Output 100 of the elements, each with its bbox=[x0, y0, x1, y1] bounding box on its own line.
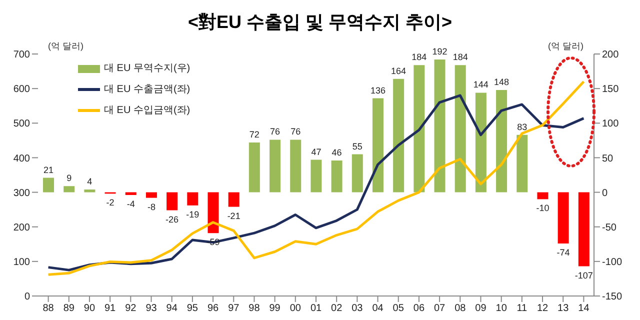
x-tick-label: 14 bbox=[578, 303, 590, 314]
data-label: 76 bbox=[290, 126, 301, 137]
y2-tick-label: 50 bbox=[602, 153, 614, 164]
y-tick-label: 0 bbox=[24, 292, 30, 303]
legend-label: 대 EU 수입금액(좌) bbox=[104, 104, 190, 118]
bar bbox=[187, 192, 198, 206]
bar bbox=[414, 65, 425, 192]
y-tick-label: 300 bbox=[13, 188, 30, 199]
x-tick-label: 06 bbox=[413, 303, 425, 314]
data-label: 148 bbox=[494, 76, 510, 87]
y-tick-label: 400 bbox=[13, 153, 30, 164]
data-label: 9 bbox=[66, 173, 72, 184]
bar bbox=[208, 192, 219, 234]
bar bbox=[475, 92, 486, 192]
data-label: 72 bbox=[249, 130, 260, 140]
y2-tick-label: -50 bbox=[602, 222, 617, 234]
chart-title: <對EU 수출입 및 무역수지 추이> bbox=[186, 11, 454, 34]
data-label: 184 bbox=[412, 52, 427, 62]
x-tick-label: 97 bbox=[228, 303, 240, 314]
data-label: -19 bbox=[186, 209, 200, 220]
x-tick-label: 89 bbox=[63, 303, 75, 314]
y-tick-label: 500 bbox=[13, 118, 30, 130]
data-label: 192 bbox=[432, 46, 448, 57]
data-label: -2 bbox=[106, 198, 114, 208]
data-label: 76 bbox=[270, 126, 280, 137]
bar bbox=[578, 192, 590, 266]
x-tick-label: 03 bbox=[352, 303, 364, 314]
x-tick-label: 99 bbox=[269, 303, 281, 314]
x-tick-label: 08 bbox=[454, 303, 466, 314]
y-tick-label: 200 bbox=[13, 222, 30, 234]
y-tick-label: 100 bbox=[13, 256, 30, 268]
x-tick-label: 12 bbox=[536, 303, 549, 314]
x-tick-label: 02 bbox=[331, 303, 343, 314]
bar bbox=[125, 192, 136, 196]
bar bbox=[496, 90, 508, 192]
x-tick-label: 01 bbox=[310, 303, 322, 314]
x-tick-label: 07 bbox=[434, 303, 446, 314]
text: (억 달러) bbox=[48, 40, 84, 53]
y-tick-label: 700 bbox=[13, 50, 30, 61]
y-tick-label: 600 bbox=[13, 84, 30, 96]
bar bbox=[43, 178, 54, 192]
bar bbox=[558, 192, 569, 244]
data-label: -26 bbox=[166, 214, 179, 224]
x-tick-label: 04 bbox=[372, 303, 384, 314]
data-label: -107 bbox=[574, 270, 593, 280]
bar bbox=[146, 192, 157, 198]
data-label: -10 bbox=[536, 203, 550, 214]
data-label: 164 bbox=[391, 66, 406, 76]
data-label: 21 bbox=[43, 164, 54, 175]
text: (억 달러) bbox=[548, 40, 584, 53]
bar bbox=[84, 190, 96, 192]
y2-tick-label: 0 bbox=[602, 188, 608, 199]
x-tick-label: 96 bbox=[207, 303, 220, 314]
data-label: 144 bbox=[473, 80, 488, 90]
x-tick-label: 00 bbox=[290, 303, 302, 314]
data-label: 55 bbox=[352, 141, 362, 152]
x-tick-label: 95 bbox=[186, 303, 198, 314]
x-tick-label: 94 bbox=[166, 303, 178, 314]
bar bbox=[270, 140, 281, 192]
x-tick-label: 05 bbox=[392, 303, 404, 314]
y2-tick-label: 150 bbox=[602, 84, 620, 96]
x-tick-label: 10 bbox=[496, 303, 508, 314]
legend-label: 대 EU 무역수지(우) bbox=[104, 62, 190, 76]
data-label: -8 bbox=[147, 202, 156, 212]
x-tick-label: 13 bbox=[558, 303, 570, 314]
data-label: 47 bbox=[311, 146, 322, 157]
x-tick-label: 91 bbox=[104, 303, 116, 314]
bar bbox=[290, 140, 302, 192]
x-tick-label: 11 bbox=[516, 303, 528, 314]
x-tick-label: 98 bbox=[248, 303, 260, 314]
data-label: -4 bbox=[126, 199, 135, 210]
y2-tick-label: 200 bbox=[602, 50, 620, 61]
bar bbox=[434, 60, 446, 192]
bar bbox=[64, 186, 75, 192]
bar bbox=[537, 192, 548, 200]
bar bbox=[310, 160, 322, 192]
bar bbox=[331, 160, 342, 192]
data-label: 136 bbox=[370, 85, 386, 96]
data-label: -74 bbox=[556, 247, 570, 258]
data-label: 46 bbox=[332, 147, 342, 158]
data-label: 184 bbox=[452, 52, 468, 62]
data-label: -59 bbox=[206, 237, 220, 248]
x-tick-label: 09 bbox=[475, 303, 487, 314]
y2-tick-label: -100 bbox=[602, 256, 622, 268]
y2-tick-label: 100 bbox=[602, 118, 620, 130]
x-tick-label: 90 bbox=[84, 303, 96, 314]
bar bbox=[166, 192, 178, 210]
bar bbox=[516, 134, 528, 192]
data-label: 4 bbox=[87, 176, 92, 187]
bar bbox=[248, 142, 260, 192]
y2-tick-label: -150 bbox=[602, 292, 622, 303]
bar bbox=[372, 98, 384, 192]
bar bbox=[352, 154, 363, 192]
bar bbox=[393, 78, 404, 192]
x-tick-label: 93 bbox=[146, 303, 158, 314]
x-tick-label: 88 bbox=[42, 303, 54, 314]
bar bbox=[228, 192, 240, 207]
data-label: 83 bbox=[517, 122, 528, 132]
bar bbox=[454, 65, 466, 192]
legend-label: 대 EU 수출금액(좌) bbox=[104, 83, 190, 97]
